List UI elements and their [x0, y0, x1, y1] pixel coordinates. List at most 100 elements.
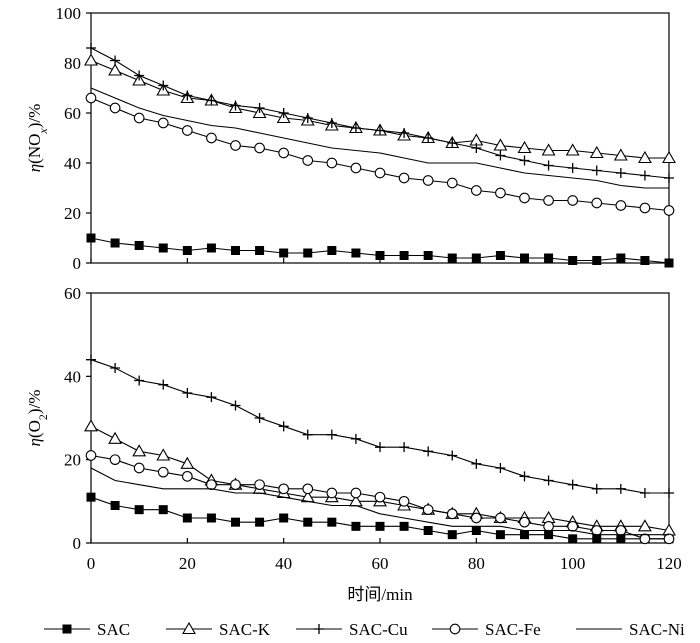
- data-point-sac-cu: [182, 388, 193, 398]
- data-point-sac-fe: [278, 483, 290, 495]
- legend-label: SAC-K: [219, 620, 271, 639]
- data-point-sac: [110, 238, 120, 248]
- chart-panel-1: 0 20 40 60 80 100 η(NOx)/%: [25, 4, 676, 273]
- y-tick-label: 0: [73, 534, 82, 553]
- data-point-sac-cu: [615, 168, 626, 178]
- data-point-sac-cu: [471, 458, 482, 469]
- plot-frame: [90, 12, 670, 264]
- data-point-sac-fe: [157, 466, 169, 478]
- data-point-sac-cu: [495, 150, 506, 161]
- data-point-sac-cu: [110, 55, 121, 66]
- legend-label: SAC-Ni: [629, 620, 685, 639]
- data-point-sac: [616, 253, 626, 263]
- data-point-sac-k: [84, 419, 98, 432]
- data-point-sac-cu: [302, 429, 313, 440]
- data-point-sac-fe: [446, 508, 458, 520]
- data-point-sac-fe: [133, 462, 145, 474]
- data-point-sac: [471, 253, 481, 263]
- data-point-sac-cu: [399, 442, 410, 453]
- data-point-sac-cu: [639, 170, 650, 181]
- data-point-sac-cu: [615, 483, 626, 494]
- data-point-sac-fe: [181, 125, 193, 136]
- data-point-sac: [592, 534, 602, 544]
- data-point-sac-fe: [326, 487, 338, 499]
- data-point-sac-cu: [86, 354, 96, 365]
- data-point-sac-cu: [110, 363, 121, 373]
- data-point-sac-fe: [230, 479, 241, 491]
- data-point-sac: [231, 517, 240, 527]
- data-point-sac-cu: [591, 165, 602, 176]
- data-point-sac-cu: [375, 125, 385, 136]
- data-point-sac-cu: [278, 421, 289, 432]
- data-point-sac: [664, 258, 674, 268]
- data-point-sac-fe: [302, 483, 314, 495]
- data-point-sac-cu: [326, 429, 337, 440]
- legend-item-sac-ni: SAC-Ni: [576, 620, 685, 639]
- data-point-sac-fe: [133, 112, 145, 124]
- data-point-sac-fe: [495, 512, 506, 524]
- data-point-sac: [206, 513, 216, 523]
- data-point-sac: [86, 492, 96, 502]
- series-sac-k: [84, 419, 676, 536]
- data-point-sac-cu: [423, 446, 434, 457]
- data-point-sac-fe: [422, 504, 434, 516]
- data-point-sac: [134, 505, 144, 515]
- data-point-sac-cu: [519, 155, 530, 166]
- data-point-sac-fe: [374, 167, 386, 179]
- legend-label: SAC: [97, 620, 130, 639]
- data-point-sac-cu: [254, 103, 265, 113]
- data-point-sac-cu: [591, 483, 602, 494]
- y-axis-title: η(O2)/%: [25, 390, 50, 447]
- data-point-sac: [399, 521, 409, 531]
- data-point-sac: [158, 243, 168, 253]
- series-sac-cu: [86, 43, 674, 183]
- legend-label: SAC-Cu: [349, 620, 408, 639]
- legend-item-sac-cu: SAC-Cu: [296, 620, 408, 639]
- legend-item-sac-k: SAC-K: [166, 620, 271, 639]
- data-point-sac: [351, 521, 361, 531]
- data-point-sac: [158, 505, 168, 515]
- data-point-sac: [279, 248, 289, 258]
- data-point-sac-cu: [302, 113, 313, 123]
- data-point-sac-k: [493, 138, 508, 151]
- data-point-sac-k: [108, 63, 123, 76]
- data-point-sac: [399, 251, 409, 260]
- data-point-sac-fe: [591, 525, 603, 536]
- data-point-sac: [495, 530, 505, 540]
- legend-item-sac: SAC: [44, 620, 130, 639]
- data-point-sac-fe: [109, 454, 121, 466]
- data-point-sac-cu: [278, 108, 289, 118]
- data-point-sac: [134, 241, 144, 250]
- series-sac: [86, 233, 674, 268]
- data-point-sac-fe: [374, 491, 386, 503]
- data-point-sac: [447, 530, 457, 540]
- x-axis-title: 时间/min: [347, 585, 413, 604]
- data-point-sac-fe: [615, 525, 627, 536]
- data-point-sac-k: [637, 150, 652, 164]
- data-point-sac-fe: [470, 185, 482, 196]
- chart-panels: 0 20 40 60 80 100 η(NOx)/% 0 20 40 60 0 20 40 60 80 100 1…: [25, 4, 682, 604]
- data-point-sac-fe: [519, 516, 530, 528]
- data-point-sac: [327, 517, 337, 527]
- data-point-sac-k: [156, 448, 171, 461]
- data-point-sac: [495, 251, 505, 260]
- data-point-sac: [423, 526, 433, 535]
- data-point-sac-cu: [254, 413, 265, 423]
- data-point-sac-fe: [663, 205, 675, 216]
- y-tick-label: 60: [64, 284, 81, 303]
- data-point-sac: [110, 501, 120, 510]
- data-point-sac-cu: [206, 95, 217, 106]
- data-point-sac: [447, 253, 457, 263]
- series-sac-fe: [85, 450, 675, 545]
- legend-marker: [449, 623, 461, 635]
- data-point-sac-cu: [350, 433, 361, 444]
- chart-legend: SAC SAC-K SAC-Cu SAC-Fe SAC-Ni: [44, 620, 685, 639]
- data-point-sac-k: [84, 53, 98, 66]
- series-sac-ni: [90, 87, 669, 189]
- data-point-sac: [520, 253, 529, 263]
- x-tick-label: 100: [560, 554, 586, 573]
- data-point-sac-fe: [350, 487, 362, 499]
- y-tick-label: 80: [64, 54, 81, 73]
- data-point-sac-k: [517, 140, 532, 154]
